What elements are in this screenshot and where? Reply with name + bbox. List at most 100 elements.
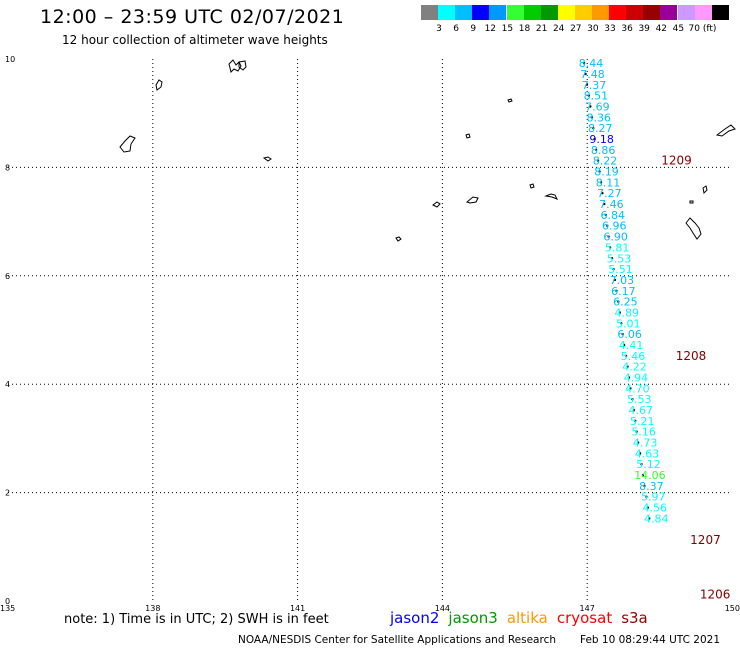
x-tick-label: 150 [725,604,740,613]
track-point [626,365,629,368]
axis-ticks: 135 138 141 144 147 150 0 2 4 6 8 10 [0,55,740,613]
scale-label: 6 [453,24,459,34]
scale-label: 3 [436,24,442,34]
scale-swatch [540,5,558,20]
island [689,200,694,204]
swh-value-label: 5.81 [605,241,630,254]
island [465,196,479,204]
swh-value-label: 8.86 [591,144,616,157]
x-tick-label: 147 [580,604,595,613]
pass-time-label: 1208 [676,349,707,363]
track-point [596,159,600,162]
scale-label: 30 [587,24,599,34]
altimeter-track: 8.447.487.378.517.698.368.279.188.868.22… [579,57,669,525]
scale-swatch [643,5,661,20]
island [228,59,242,73]
x-tick-label: 138 [145,604,160,613]
swh-value-label: 5.53 [627,393,652,406]
scale-label: 15 [501,24,514,34]
island [395,236,402,242]
scale-swatch [592,5,609,20]
track-point [629,387,632,390]
scale-label: 36 [621,24,633,34]
island-outlines [119,59,736,242]
track-point [618,311,621,314]
island [432,201,441,208]
scale-swatch [506,5,524,20]
scale-swatch [523,5,541,20]
satellite-legend-item: jason2 [390,609,440,627]
track-point [641,473,645,477]
track-point [589,105,592,108]
generated-timestamp: Feb 10 08:29:44 UTC 2021 [580,634,720,646]
scale-label: 12 [484,24,497,34]
track-point [582,61,586,65]
track-point [643,484,646,488]
scale-label: 24 [552,24,565,34]
track-point [645,495,648,498]
scale-label: 70 (ft) [688,24,717,34]
swh-value-label: 7.03 [610,274,635,287]
track-point [648,517,651,520]
island [529,183,535,189]
x-tick-label: 135 [0,604,15,613]
island [544,193,559,200]
scale-swatch [438,5,456,20]
time-labels: 1209 1208 1207 1206 [661,154,730,602]
island [155,79,163,91]
grid-lines [8,59,732,601]
swh-value-label: 5.97 [641,491,666,504]
island [507,98,513,103]
swh-value-label: 5.46 [621,350,646,363]
track-point [617,300,620,303]
track-point [608,246,612,249]
swh-value-label: 4.41 [619,339,644,352]
swh-value-label: 5.53 [607,252,632,265]
track-point [584,72,587,76]
island [119,135,136,153]
y-tick-label: 4 [5,380,10,389]
track-point [587,94,591,97]
swh-value-label: 7.27 [597,187,622,200]
pass-time-label: 1207 [690,533,721,547]
track-point [592,126,595,130]
swh-value-label: 8.11 [596,176,621,189]
satellite-legend: jason2 jason3 altika cryosat s3a [390,609,657,627]
credit-text: NOAA/NESDIS Center for Satellite Applica… [238,634,556,646]
scale-label: 21 [535,24,548,34]
swh-value-label: 4.84 [644,512,669,525]
island [238,60,247,71]
y-tick-label: 6 [5,272,10,281]
swh-value-label: 8.37 [639,480,664,493]
swh-value-label: 7.46 [599,198,624,211]
track-point [622,343,626,347]
scale-swatch [660,5,678,20]
track-point [599,181,603,184]
scale-swatch [677,5,695,20]
scale-swatch [557,5,575,20]
swh-value-label: 4.94 [624,371,649,384]
track-point [601,192,604,195]
track-point [638,452,642,455]
track-point [593,137,596,141]
island [685,217,702,240]
swh-value-label: 6.90 [603,231,628,244]
swh-value-label: 4.67 [629,404,654,417]
track-point [646,506,649,509]
swh-value-label: 8.44 [579,57,604,70]
satellite-legend-item: s3a [621,609,648,627]
track-point [603,202,606,206]
x-tick-label: 144 [435,604,450,613]
track-point [615,289,618,292]
island [262,156,272,162]
track-point [627,376,631,379]
swh-value-label: 6.17 [611,285,636,298]
swh-value-label: 5.01 [616,317,641,330]
swh-value-label: 6.84 [601,209,626,222]
swh-value-label: 8.27 [588,122,613,135]
satellite-legend-item: jason3 [448,609,498,627]
y-tick-label: 0 [5,597,10,606]
x-tick-label: 141 [290,604,305,613]
swh-value-label: 5.12 [636,458,661,471]
track-point [634,419,637,423]
